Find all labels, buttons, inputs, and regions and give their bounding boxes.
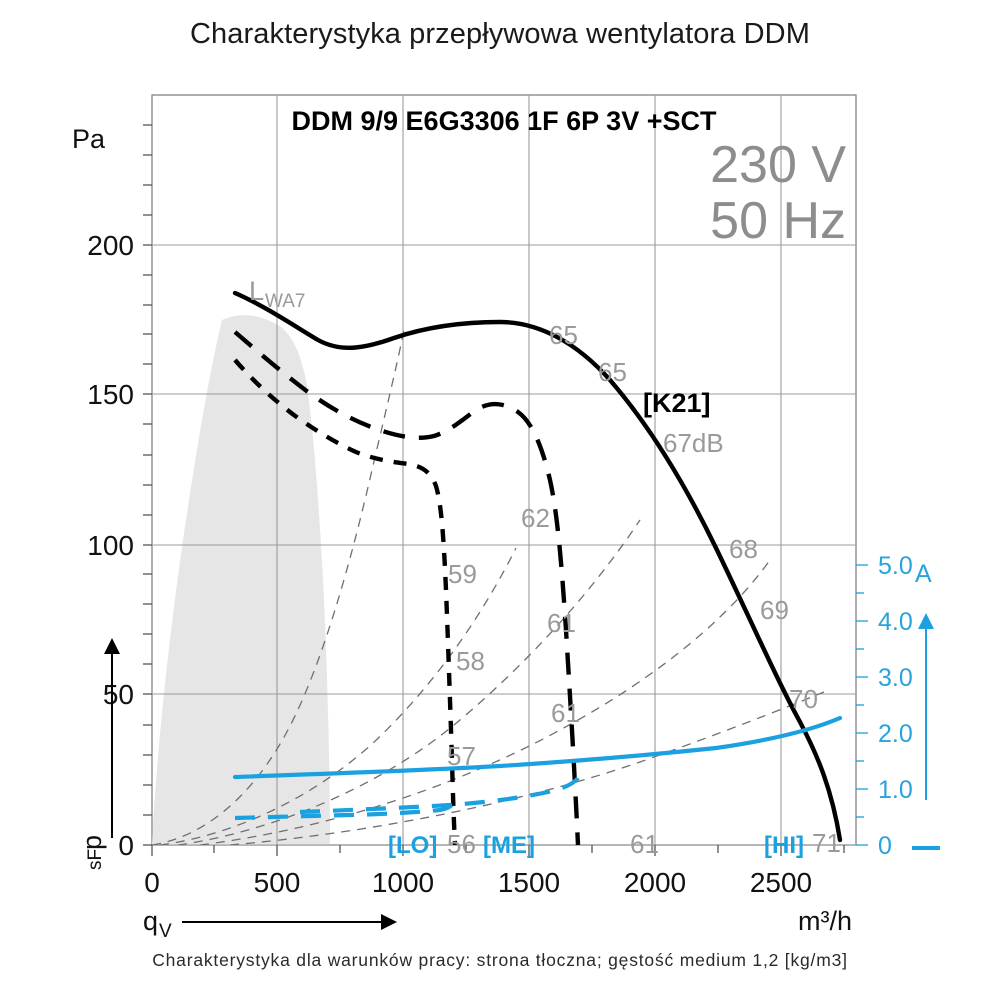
x-tick-2000: 2000	[624, 867, 686, 898]
x-axis-name: q	[143, 906, 158, 936]
db-label-70: 70	[789, 684, 818, 714]
y-tick-200: 200	[87, 230, 134, 261]
page-title: Charakterystyka przepływowa wentylatora …	[190, 18, 810, 50]
current-curve-hi	[232, 715, 843, 780]
y2-tick-4: 4.0	[878, 608, 913, 636]
x-tick-500: 500	[254, 867, 301, 898]
voltage-label: 230 V	[710, 136, 846, 194]
x-tick-1000: 1000	[372, 867, 434, 898]
iso-noise-65	[177, 519, 641, 845]
grid-vertical	[276, 95, 782, 845]
db-label-61a: 61	[547, 608, 576, 638]
db-label-65a: 65	[549, 320, 578, 350]
y2-tick-0: 0	[878, 832, 892, 860]
pressure-curve-hi	[232, 290, 843, 843]
tap-label-lo: [LO]	[388, 832, 437, 859]
y-tick-50: 50	[103, 679, 134, 710]
iso-noise-68	[199, 559, 771, 845]
x-tick-0: 0	[144, 867, 160, 898]
iso-noise-70	[229, 691, 825, 845]
frequency-label: 50 Hz	[710, 192, 846, 250]
x-axis-name-group: q V	[143, 906, 397, 942]
db-label-61b: 61	[551, 698, 580, 728]
db-label-65b: 65	[598, 357, 627, 387]
current-curve-lo	[234, 799, 457, 821]
x-tick-1500: 1500	[498, 867, 560, 898]
db-label-69: 69	[760, 595, 789, 625]
k21-label: [K21]	[643, 388, 711, 418]
db-label-56: 56	[447, 829, 476, 859]
current-curve-me	[299, 776, 580, 815]
iso-noise-62	[159, 547, 517, 845]
lwa7-label: L	[249, 276, 264, 306]
system-curve-left	[152, 329, 405, 845]
y-tick-0: 0	[118, 830, 134, 861]
db-label-61c: 61	[630, 829, 659, 859]
y2-axis-ticks	[856, 564, 868, 846]
y-axis-name: p	[77, 835, 107, 850]
x-axis-unit: m³/h	[798, 906, 852, 936]
db-label-57: 57	[447, 741, 476, 771]
y2-tick-5: 5.0	[878, 552, 913, 580]
lwa7-shaded-region	[152, 315, 330, 845]
model-label: DDM 9/9 E6G3306 1F 6P 3V +SCT	[292, 106, 717, 136]
pressure-curve-lo	[233, 358, 458, 845]
footer-caption: Charakterystyka dla warunków pracy: stro…	[152, 950, 848, 970]
y-tick-150: 150	[87, 379, 134, 410]
db-label-68: 68	[729, 534, 758, 564]
db-level-labels: 65 65 67dB 68 69 70 71 62 61 61 61 59 58…	[447, 320, 841, 859]
db-label-58: 58	[456, 646, 485, 676]
db-label-67db: 67dB	[663, 428, 724, 458]
y-axis-name-group: p sF	[77, 638, 120, 870]
y2-axis-name: A	[915, 560, 932, 588]
y2-tick-2: 2.0	[878, 720, 913, 748]
y-axis-name-sub: sF	[85, 849, 106, 870]
lwa7-label-group: L WA7	[249, 276, 305, 312]
lwa7-label-sub: WA7	[265, 291, 305, 312]
db-label-59: 59	[448, 559, 477, 589]
x-tick-2500: 2500	[750, 867, 812, 898]
pressure-curve-me	[233, 330, 581, 845]
y2-tick-3: 3.0	[878, 664, 913, 692]
y2-axis-name-group: A	[912, 560, 940, 850]
x-axis-name-sub: V	[159, 921, 172, 942]
x-axis-ticks	[151, 845, 845, 856]
y-tick-100: 100	[87, 530, 134, 561]
y-axis-unit: Pa	[72, 124, 106, 154]
tap-label-hi: [HI]	[764, 832, 804, 859]
db-label-62: 62	[521, 503, 550, 533]
y-axis-ticks	[143, 124, 152, 846]
tap-labels: [LO] [ME] [HI]	[388, 832, 804, 859]
iso-noise-curves	[152, 329, 825, 845]
db-label-71: 71	[812, 828, 841, 858]
tap-label-me: [ME]	[483, 832, 535, 859]
y2-tick-1: 1.0	[878, 776, 913, 804]
